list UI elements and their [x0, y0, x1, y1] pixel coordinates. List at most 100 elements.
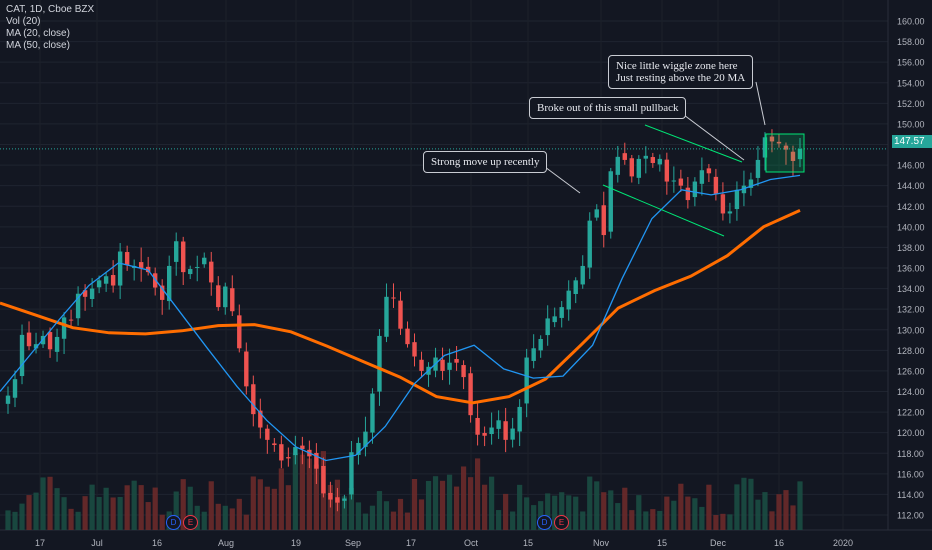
volume-bar	[699, 506, 705, 530]
trend-lines	[602, 124, 743, 237]
price-tick-label: 158.00	[897, 37, 925, 47]
volume-bar	[152, 487, 158, 530]
volume-bar	[19, 503, 25, 530]
volume-bar	[376, 491, 383, 530]
volume-bar	[124, 485, 130, 530]
candle-body	[12, 379, 18, 398]
candle-body	[230, 288, 235, 312]
volume-bar	[397, 498, 404, 530]
candle-body	[33, 344, 39, 349]
price-tick-label: 114.00	[897, 490, 924, 500]
volume-bar	[559, 492, 565, 530]
volume-bar	[776, 494, 782, 530]
volume-bar	[706, 484, 712, 530]
volume-bar	[75, 511, 81, 530]
candle-body	[68, 319, 74, 321]
candle-body	[124, 252, 130, 265]
volume-bar	[636, 495, 642, 530]
ma50-indicator-label[interactable]: MA (50, close)	[6, 40, 70, 51]
price-tick-label: 116.00	[897, 469, 924, 479]
ma20-indicator-label[interactable]: MA (20, close)	[6, 28, 70, 39]
candle-body	[755, 159, 761, 178]
price-axis[interactable]: 112.00 114.00 116.00 118.00 120.00 122.00 124.…	[897, 17, 925, 521]
volume-bar	[208, 481, 214, 530]
volume-bar	[299, 454, 305, 530]
volume-bar	[292, 453, 298, 530]
price-tick-label: 118.00	[897, 449, 924, 459]
candle-body	[26, 332, 32, 347]
time-tick-label: Jul	[91, 538, 103, 548]
volume-bar	[194, 505, 200, 530]
candle-body	[545, 318, 550, 336]
time-tick-label: 17	[406, 538, 416, 548]
price-tick-label: 146.00	[897, 161, 925, 171]
candle-body	[552, 316, 557, 323]
volume-bar	[432, 476, 439, 530]
earnings-event-icon[interactable]: E	[183, 515, 198, 530]
volume-bar	[482, 484, 488, 530]
volume-bar	[629, 510, 635, 530]
dividend-event-icon[interactable]: D	[537, 515, 552, 530]
volume-bar	[713, 514, 719, 530]
candle-body	[349, 452, 354, 495]
dividend-event-icon[interactable]: D	[166, 515, 181, 530]
candle-body	[440, 359, 445, 371]
volume-bar	[650, 509, 656, 530]
candle-body	[692, 181, 698, 198]
candle-body	[734, 189, 740, 210]
volume-bar	[173, 491, 179, 530]
candle-body	[496, 420, 501, 429]
volume-bar	[313, 464, 319, 530]
volume-bar	[657, 510, 663, 530]
time-tick-label: 16	[152, 538, 162, 548]
candle-body	[117, 251, 123, 286]
time-tick-label: 15	[523, 538, 533, 548]
candle-body	[110, 275, 116, 286]
earnings-event-icon[interactable]: E	[554, 515, 569, 530]
volume-bar	[601, 492, 607, 530]
price-tick-label: 140.00	[897, 222, 925, 232]
candle-body	[96, 280, 102, 288]
volume-bar	[755, 499, 761, 530]
price-tick-label: 160.00	[897, 17, 925, 27]
candle-body	[475, 417, 480, 435]
callout-wiggle-zone[interactable]: Nice little wiggle zone here Just restin…	[608, 55, 754, 89]
current-price-tag: 147.57	[892, 135, 932, 148]
time-axis[interactable]: 17 Jul 16 Aug 19 Sep 17 Oct 15 Nov 15 Dec 16 2020	[35, 538, 853, 548]
callout-broke-out[interactable]: Broke out of this small pullback	[529, 97, 687, 119]
trend-line-upper	[644, 124, 743, 163]
candle-body	[559, 307, 564, 318]
time-tick-label: Sep	[345, 538, 361, 548]
volume-bar	[587, 476, 593, 530]
symbol-title[interactable]: CAT, 1D, Cboe BZX	[6, 4, 95, 15]
volume-bar	[264, 486, 270, 530]
volume-bar	[678, 483, 684, 530]
volume-bar	[33, 492, 39, 530]
volume-bar	[496, 510, 502, 530]
time-tick-label: 15	[657, 538, 667, 548]
volume-bar	[103, 487, 109, 530]
volume-bar	[671, 500, 677, 530]
ma20-line	[0, 174, 801, 462]
volume-bar	[222, 505, 228, 530]
candle-body	[272, 443, 277, 446]
candle-body	[237, 315, 242, 349]
candle-body	[89, 288, 95, 299]
volume-bar	[138, 485, 144, 530]
volume-bar	[797, 481, 803, 530]
time-tick-label: 2020	[833, 538, 853, 548]
price-tick-label: 154.00	[897, 78, 925, 88]
time-tick-label: 16	[774, 538, 784, 548]
candle-body	[412, 342, 417, 357]
candle-body	[720, 194, 726, 214]
volume-bar	[383, 501, 390, 530]
callout-strong-move[interactable]: Strong move up recently	[423, 151, 548, 173]
vol-indicator-label[interactable]: Vol (20)	[6, 16, 41, 27]
volume-bar	[82, 496, 88, 530]
volume-bar	[201, 511, 207, 530]
candle-body	[377, 335, 382, 392]
volume-bar	[474, 458, 481, 530]
volume-bar	[594, 481, 600, 530]
candle-body	[258, 410, 263, 428]
